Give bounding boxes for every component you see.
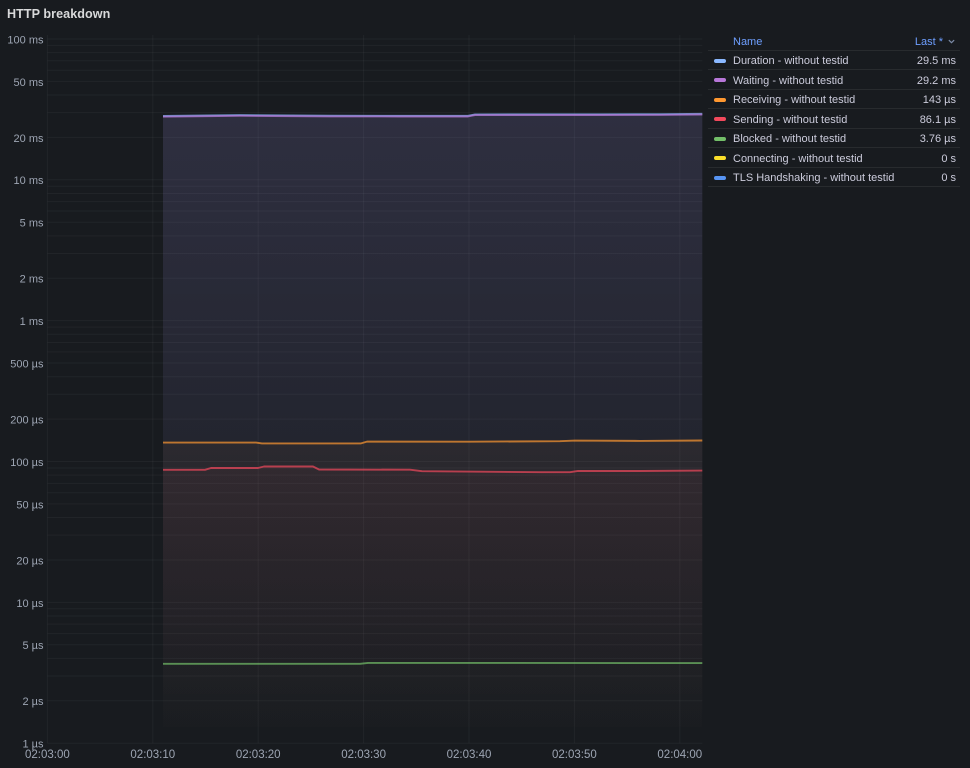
svg-text:50 ms: 50 ms — [14, 77, 44, 89]
svg-text:20 ms: 20 ms — [14, 133, 44, 145]
svg-text:02:03:30: 02:03:30 — [341, 749, 386, 761]
svg-text:10 ms: 10 ms — [14, 175, 44, 187]
svg-text:02:03:50: 02:03:50 — [552, 749, 597, 761]
svg-text:02:03:20: 02:03:20 — [236, 749, 281, 761]
svg-text:100 ms: 100 ms — [7, 34, 44, 46]
svg-text:500 µs: 500 µs — [10, 359, 44, 371]
svg-text:50 µs: 50 µs — [16, 499, 44, 511]
svg-text:2 ms: 2 ms — [20, 274, 44, 286]
svg-text:02:03:00: 02:03:00 — [25, 749, 70, 761]
svg-text:200 µs: 200 µs — [10, 415, 44, 427]
svg-text:10 µs: 10 µs — [16, 598, 44, 610]
svg-text:1 µs: 1 µs — [22, 739, 44, 751]
svg-text:02:03:10: 02:03:10 — [130, 749, 175, 761]
svg-text:02:03:40: 02:03:40 — [447, 749, 492, 761]
svg-text:100 µs: 100 µs — [10, 457, 44, 469]
svg-text:5 µs: 5 µs — [22, 640, 44, 652]
svg-text:02:04:00: 02:04:00 — [657, 749, 702, 761]
svg-text:20 µs: 20 µs — [16, 555, 44, 567]
svg-text:5 ms: 5 ms — [20, 218, 44, 230]
svg-text:2 µs: 2 µs — [22, 696, 44, 708]
svg-text:1 ms: 1 ms — [20, 316, 44, 328]
